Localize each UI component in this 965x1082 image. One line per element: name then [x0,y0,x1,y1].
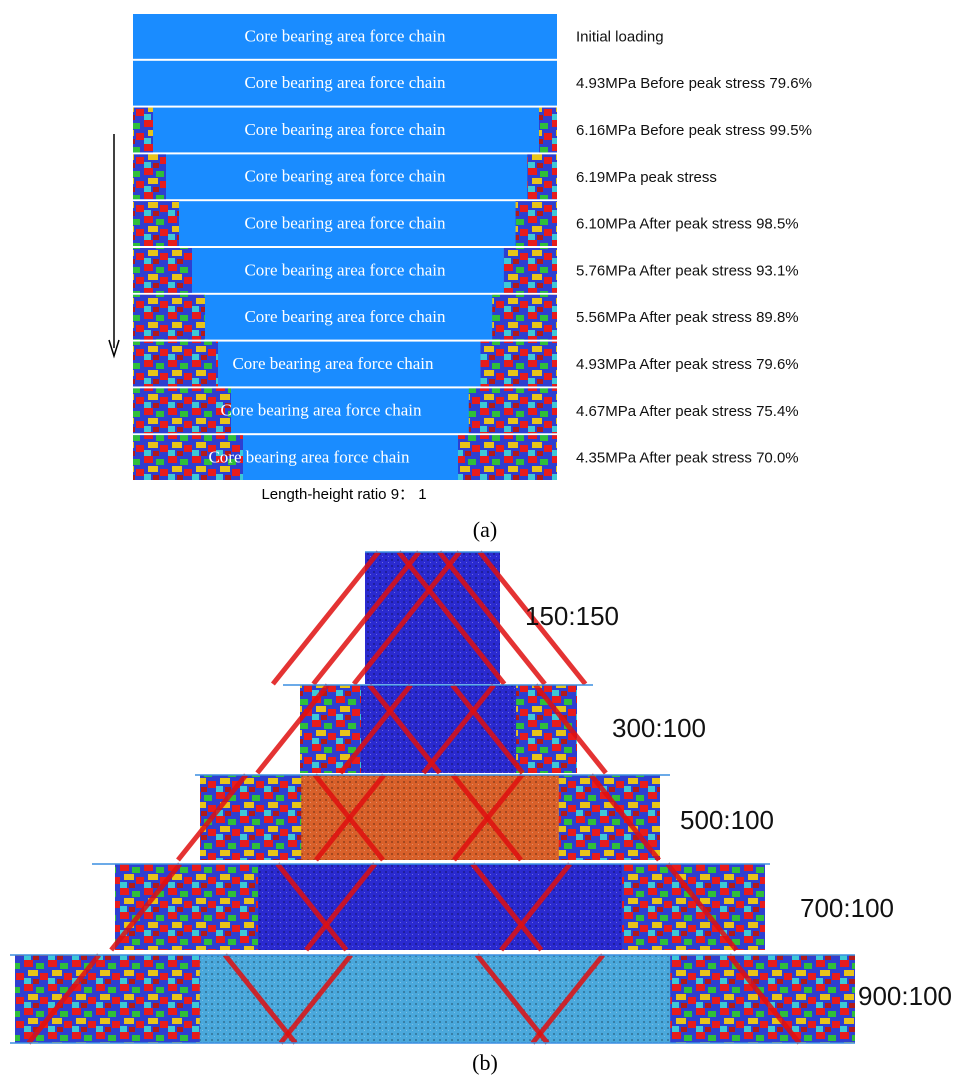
side-texture [15,955,200,1043]
caption: Length-height ratio 9： 1 [261,486,426,503]
side-texture [492,295,557,340]
row-label: 6.16MPa Before peak stress 99.5% [576,122,812,139]
ratio-label: 500:100 [680,805,774,835]
row-label: 6.19MPa peak stress [576,169,717,186]
ratio-label: 300:100 [612,713,706,743]
side-texture [133,295,205,340]
side-texture [133,154,166,199]
row-label: 4.67MPa After peak stress 75.4% [576,403,799,420]
panel-tag: (b) [472,1050,498,1075]
specimen-grain [365,552,500,684]
row-label: 4.93MPa Before peak stress 79.6% [576,75,812,92]
side-texture [539,108,557,153]
ratio-label: 900:100 [858,981,952,1011]
side-texture [481,342,558,387]
row-label: 5.76MPa After peak stress 93.1% [576,262,799,279]
center-label: Core bearing area force chain [220,401,422,420]
center-label: Core bearing area force chain [244,73,446,92]
center-label: Core bearing area force chain [244,307,446,326]
row-label: 4.93MPa After peak stress 79.6% [576,356,799,373]
side-texture [559,775,660,860]
row-label: 5.56MPa After peak stress 89.8% [576,309,799,326]
row-label: 6.10MPa After peak stress 98.5% [576,216,799,233]
side-texture [458,435,557,480]
side-texture [115,864,258,950]
center-label: Core bearing area force chain [244,26,446,45]
ratio-label: 700:100 [800,893,894,923]
side-texture [133,201,179,246]
side-texture [622,864,765,950]
side-texture [469,388,557,433]
ratio-label: 150:150 [525,601,619,631]
side-texture [504,248,557,293]
side-texture [516,201,557,246]
center-label: Core bearing area force chain [208,448,410,467]
figure: Length-height ratio 9： 1 (a) (b) Core be… [0,0,965,1082]
center-label: Core bearing area force chain [244,120,446,139]
side-texture [133,248,192,293]
side-texture [133,388,231,433]
side-texture [527,154,557,199]
row-label: Initial loading [576,28,664,45]
center-label: Core bearing area force chain [244,167,446,186]
center-label: Core bearing area force chain [232,354,434,373]
page: Length-height ratio 9： 1 (a) (b) Core be… [0,0,965,1082]
panel-tag: (a) [473,517,497,542]
side-texture [133,342,218,387]
side-texture [133,108,153,153]
force-chain [273,552,379,684]
row-label: 4.35MPa After peak stress 70.0% [576,450,799,467]
center-label: Core bearing area force chain [244,260,446,279]
center-label: Core bearing area force chain [244,214,446,233]
